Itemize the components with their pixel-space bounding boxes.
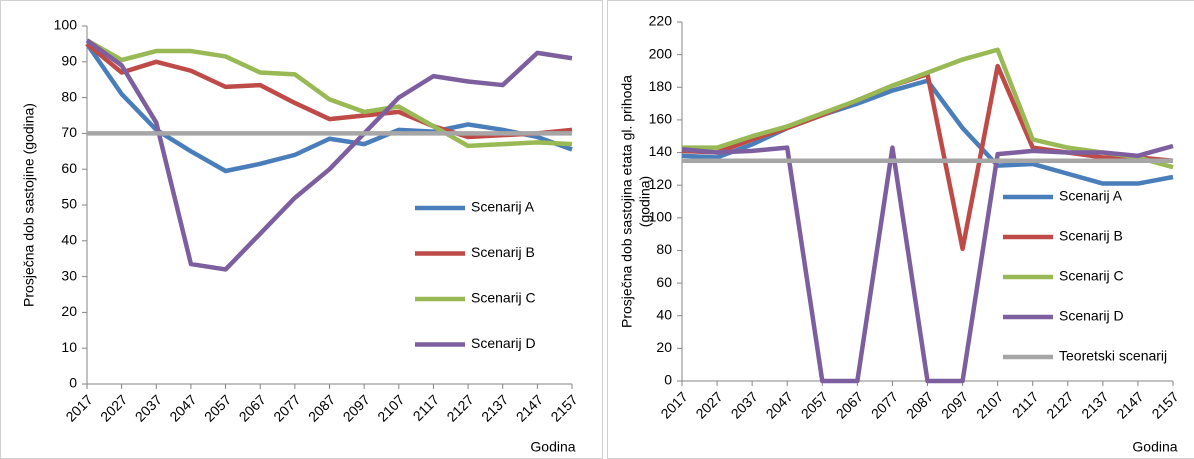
legend-label: Scenarij B [471, 244, 535, 260]
x-tick-label: 2017 [657, 388, 690, 421]
x-tick-label: 2127 [443, 391, 476, 424]
y-axis-label: (godina) [637, 176, 653, 227]
x-tick-label: 2047 [166, 391, 199, 424]
y-tick-label: 20 [61, 303, 77, 319]
x-tick-label: 2027 [97, 391, 130, 424]
x-tick-label: 2027 [692, 388, 725, 421]
legend-label: Scenarij C [471, 290, 536, 306]
legend-label: Scenarij C [1059, 268, 1124, 284]
x-tick-label: 2117 [410, 391, 443, 424]
y-tick-label: 60 [61, 160, 77, 176]
y-tick-label: 60 [656, 274, 672, 290]
y-tick-label: 40 [656, 306, 672, 322]
x-tick-label: 2067 [833, 388, 866, 421]
y-tick-label: 80 [656, 241, 672, 257]
y-tick-label: 140 [649, 143, 673, 159]
y-tick-label: 90 [61, 53, 77, 69]
y-tick-label: 20 [656, 339, 672, 355]
x-tick-label: 2057 [201, 391, 234, 424]
y-tick-label: 30 [61, 267, 77, 283]
x-tick-label: 2037 [132, 391, 165, 424]
y-tick-label: 50 [61, 196, 77, 212]
y-tick-label: 0 [69, 375, 77, 391]
y-tick-label: 0 [664, 372, 672, 388]
y-tick-label: 40 [61, 232, 77, 248]
x-tick-label: 2137 [1078, 388, 1111, 421]
x-tick-label: 2137 [478, 391, 511, 424]
x-tick-label: 2087 [903, 388, 936, 421]
legend-label: Scenarij D [1059, 308, 1124, 324]
y-tick-label: 200 [649, 45, 673, 61]
y-tick-label: 120 [649, 176, 673, 192]
y-tick-label: 100 [54, 17, 78, 33]
x-tick-label: 2147 [513, 391, 546, 424]
x-tick-label: 2107 [973, 388, 1006, 421]
x-tick-label: 2077 [270, 391, 303, 424]
legend-label: Scenarij D [471, 335, 536, 351]
panel-frame [0, 0, 603, 459]
series-line [681, 63, 1174, 252]
y-tick-label: 100 [649, 209, 673, 225]
x-tick-label: 2057 [798, 388, 831, 421]
x-tick-label: 2157 [547, 391, 580, 424]
x-tick-label: 2037 [728, 388, 761, 421]
x-tick-label: 2127 [1043, 388, 1076, 421]
legend-label: Scenarij A [1059, 188, 1123, 204]
y-tick-label: 10 [61, 339, 77, 355]
x-tick-label: 2107 [374, 391, 407, 424]
y-axis-label: Prosječna dob sastojina etata gl. prihod… [619, 75, 635, 328]
y-axis-label: Prosječna dob sastojine (godina) [21, 103, 37, 307]
x-tick-label: 2097 [938, 388, 971, 421]
x-axis-label: Godina [530, 439, 575, 455]
x-tick-label: 2147 [1113, 388, 1146, 421]
y-tick-label: 160 [649, 111, 673, 127]
series-line [681, 78, 1174, 186]
x-tick-label: 2047 [763, 388, 796, 421]
series-line [681, 143, 1174, 384]
x-tick-label: 2157 [1148, 388, 1181, 421]
y-tick-label: 80 [61, 88, 77, 104]
legend-label: Teoretski scenarij [1059, 348, 1167, 364]
x-tick-label: 2097 [340, 391, 373, 424]
series-line [85, 38, 573, 149]
y-tick-label: 70 [61, 124, 77, 140]
x-tick-label: 2077 [868, 388, 901, 421]
x-tick-label: 2067 [236, 391, 269, 424]
y-tick-label: 220 [649, 13, 673, 29]
legend-label: Scenarij B [1059, 228, 1123, 244]
legend-label: Scenarij A [471, 199, 535, 215]
y-tick-label: 180 [649, 78, 673, 94]
series-line [85, 38, 573, 272]
x-tick-label: 2117 [1009, 388, 1042, 421]
x-axis-label: Godina [1132, 439, 1177, 455]
series-line [85, 42, 573, 174]
x-tick-label: 2017 [62, 391, 95, 424]
x-tick-label: 2087 [305, 391, 338, 424]
series-line [85, 42, 573, 140]
